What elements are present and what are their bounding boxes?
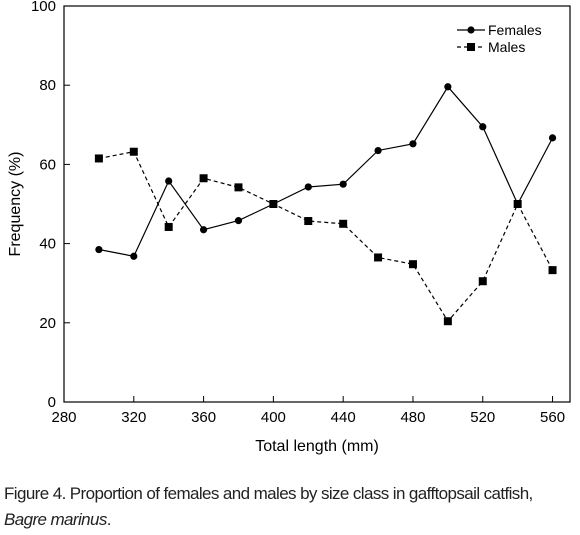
females-point [444, 83, 452, 91]
legend-males-label: Males [488, 39, 525, 55]
males-point [129, 147, 138, 156]
y-tick-label: 0 [48, 394, 56, 411]
males-point [374, 253, 383, 262]
legend-females-label: Females [488, 22, 542, 38]
legend-males-marker [467, 43, 475, 51]
y-tick-label: 20 [39, 315, 56, 332]
y-axis-label: Frequency (%) [7, 152, 24, 257]
males-point [513, 200, 522, 208]
females-point [234, 217, 243, 225]
plot-frame [63, 5, 571, 403]
females-point [374, 146, 382, 155]
males-point [408, 260, 417, 269]
x-tick-label: 480 [400, 409, 425, 426]
caption-suffix: . [106, 510, 112, 529]
females-point [199, 226, 208, 234]
males-point [304, 217, 313, 226]
chart: 280 320 360 400 440 480 520 560 0 20 40 60 80 100 Fe… [7, 0, 571, 455]
y-tick-label: 60 [39, 156, 56, 173]
y-tick-label: 80 [39, 77, 56, 94]
males-point [199, 174, 208, 183]
males-point [269, 200, 278, 208]
series-layer [94, 83, 557, 326]
x-tick-label: 320 [121, 409, 146, 426]
figure-caption: Figure 4. Proportion of females and male… [4, 481, 578, 533]
x-tick-label: 440 [331, 409, 356, 426]
females-point [409, 140, 417, 148]
males-point [478, 277, 487, 286]
females-point [339, 180, 347, 188]
males-point [164, 222, 173, 231]
females-point [130, 252, 138, 260]
males-line [98, 151, 554, 323]
caption-text: Figure 4. Proportion of females and male… [4, 484, 533, 503]
y-tick-label: 100 [31, 0, 56, 15]
females-point [479, 123, 487, 131]
males-point [443, 317, 452, 326]
males-point [234, 183, 243, 192]
x-tick-label: 520 [470, 409, 495, 426]
legend-females-marker [467, 26, 475, 34]
caption-species: Bagre marinus [4, 510, 107, 529]
x-tick-label: 360 [191, 409, 216, 426]
females-point [95, 245, 103, 254]
males-point [94, 154, 103, 163]
x-axis-label: Total length (mm) [255, 438, 379, 455]
females-point [165, 177, 173, 185]
females-point [304, 183, 312, 191]
x-axis: 280 320 360 400 440 480 520 560 [51, 396, 565, 426]
y-axis: 0 20 40 60 80 100 [31, 0, 70, 411]
y-tick-label: 40 [39, 236, 56, 253]
x-tick-label: 280 [51, 409, 76, 426]
x-tick-label: 560 [540, 409, 565, 426]
males-point [339, 219, 348, 228]
females-line [98, 85, 554, 257]
x-tick-label: 400 [261, 409, 286, 426]
females-point [548, 134, 557, 142]
males-point [548, 266, 557, 275]
